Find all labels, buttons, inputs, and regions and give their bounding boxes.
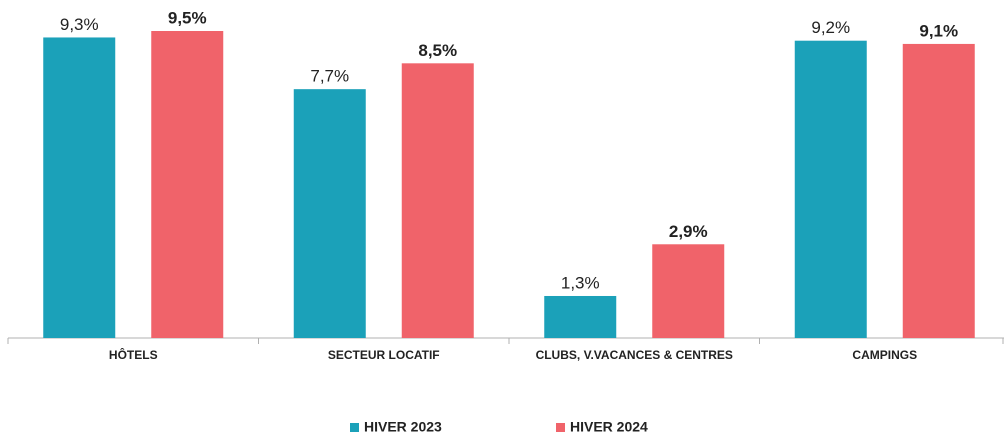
value-label: 8,5% — [418, 41, 457, 60]
bar — [902, 43, 975, 338]
bar — [151, 31, 224, 338]
legend-label: HIVER 2024 — [570, 419, 648, 435]
bar — [652, 244, 725, 338]
bar — [794, 40, 867, 339]
x-tick-label: CLUBS, V.VACANCES & CENTRES — [536, 348, 733, 362]
bar — [43, 37, 116, 338]
value-label: 1,3% — [561, 273, 600, 292]
legend-swatch — [556, 423, 565, 432]
value-label: 9,5% — [168, 8, 207, 27]
bar — [293, 89, 366, 338]
x-tick-label: HÔTELS — [109, 347, 158, 362]
value-label: 9,3% — [60, 15, 99, 34]
legend-label: HIVER 2023 — [364, 419, 442, 435]
legend-swatch — [350, 423, 359, 432]
bar — [544, 295, 617, 338]
value-label: 2,9% — [669, 222, 708, 241]
x-tick-label: CAMPINGS — [852, 348, 917, 362]
value-label: 9,1% — [919, 21, 958, 40]
bar — [401, 63, 474, 338]
value-label: 7,7% — [310, 67, 349, 86]
value-label: 9,2% — [811, 18, 850, 37]
x-tick-label: SECTEUR LOCATIF — [328, 348, 440, 362]
